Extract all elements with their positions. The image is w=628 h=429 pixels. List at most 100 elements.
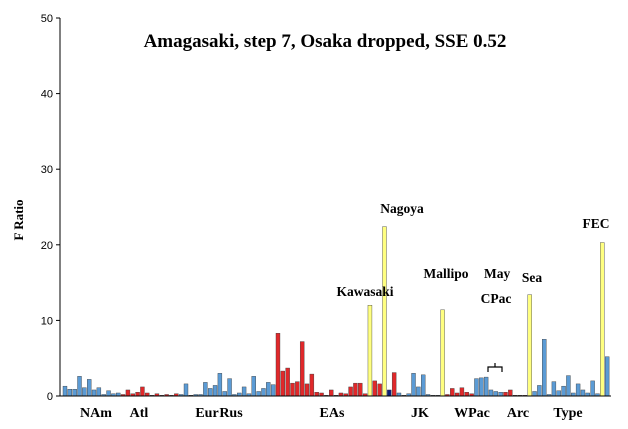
bar-cpac [474, 378, 479, 397]
group-label-arc: Arc [507, 406, 529, 421]
bar-cpac [483, 376, 489, 397]
annotation-sea: Sea [522, 270, 543, 285]
bar-nam [82, 387, 87, 397]
group-label-nam: NAm [80, 406, 112, 421]
group-label-eur: Eur [195, 406, 218, 421]
annotation-fec: FEC [583, 216, 610, 231]
highlight-bar-kawasaki [367, 305, 373, 397]
bar-cpac [498, 392, 503, 397]
y-tick-label: 0 [47, 391, 53, 403]
bar-sea [537, 385, 542, 397]
y-axis-ticks: 0 10 20 30 40 50 [41, 13, 60, 403]
bar-rus [227, 378, 232, 397]
bar-atl [125, 389, 131, 397]
bar-nam [62, 385, 68, 397]
bar-eas [295, 381, 300, 397]
bar-eur [183, 383, 189, 397]
bar-sea [551, 381, 557, 397]
bar-eas [299, 341, 305, 397]
bar-sea [561, 385, 566, 397]
bar-atl [140, 386, 145, 397]
bar-nam [72, 389, 77, 397]
bar-jk [421, 374, 426, 397]
bar-eur [203, 382, 208, 397]
bar-eur [217, 373, 223, 397]
bar-rus [251, 376, 256, 397]
y-tick-label: 40 [41, 89, 53, 101]
bar-wpac [464, 392, 469, 397]
bar-eas [275, 333, 281, 397]
bar-nam [91, 389, 97, 397]
bar-arc [503, 392, 508, 397]
bar-arc [508, 389, 513, 397]
bar-rus [261, 388, 266, 397]
bar-nam [106, 390, 111, 397]
bar-eas [304, 383, 310, 397]
annotation-may: May [484, 266, 510, 281]
bar-cpac [488, 389, 494, 397]
bar-eas [353, 382, 358, 397]
bar-nam [77, 376, 82, 397]
bar-eas [391, 372, 397, 397]
highlight-bar-nagoya [382, 226, 387, 397]
bar-sea [566, 375, 571, 397]
bar-eur [212, 385, 218, 397]
bar-atl [135, 392, 140, 397]
bar-sea [542, 339, 547, 397]
bar-rus [241, 386, 247, 397]
cpac-bracket [487, 363, 503, 372]
y-tick-label: 30 [41, 164, 53, 176]
bar-wpac [450, 388, 455, 397]
annotation-cpac: CPac [481, 291, 512, 306]
chart-title: Amagasaki, step 7, Osaka dropped, SSE 0.… [144, 31, 507, 52]
bar-sea [556, 390, 561, 397]
bar-cpac [479, 377, 484, 397]
bar-eas [290, 382, 295, 397]
bar-wpac [459, 387, 465, 397]
y-tick-label: 10 [41, 315, 53, 327]
bar-eas [348, 386, 353, 397]
bar-nam [67, 389, 73, 397]
bar-eas [280, 370, 285, 397]
y-tick-label: 50 [41, 13, 53, 25]
bar-nam [86, 379, 92, 397]
bar-eas [358, 382, 363, 397]
bar-rus [266, 382, 271, 397]
bar-sea [590, 380, 595, 397]
group-label-type: Type [553, 406, 582, 421]
highlight-bar-mallipo [440, 309, 445, 397]
bar-cpac [493, 391, 498, 397]
bar-eas [372, 380, 377, 397]
annotation-mallipo: Mallipo [423, 266, 468, 281]
group-label-eas: EAs [320, 406, 345, 421]
bar-eas [377, 383, 382, 397]
group-label-rus: Rus [219, 406, 243, 421]
bar-jk [416, 386, 421, 397]
bar-jk [411, 373, 416, 397]
highlight-bar-marker [387, 389, 392, 397]
bar-eur [208, 388, 213, 397]
bar-rus [270, 384, 276, 397]
bar-sea [604, 356, 610, 397]
bar-eur [222, 391, 227, 397]
bar-sea [580, 389, 586, 397]
bar-eas [285, 367, 290, 397]
bar-nam [96, 387, 102, 397]
group-label-jk: JK [411, 406, 429, 421]
annotation-kawasaki: Kawasaki [336, 284, 393, 299]
highlight-bar-fec [600, 242, 605, 397]
bar-eas [309, 373, 315, 397]
bar-eas [314, 392, 319, 397]
y-axis-label: F Ratio [11, 199, 26, 240]
y-tick-label: 20 [41, 240, 53, 252]
annotation-nagoya: Nagoya [380, 201, 424, 216]
highlight-bar-sea [527, 294, 532, 397]
bar-sea [532, 391, 537, 397]
bar-eas [329, 389, 334, 397]
bar-sea [575, 383, 581, 397]
group-label-atl: Atl [130, 406, 149, 421]
bar-rus [256, 391, 261, 397]
group-label-wpac: WPac [454, 406, 490, 421]
